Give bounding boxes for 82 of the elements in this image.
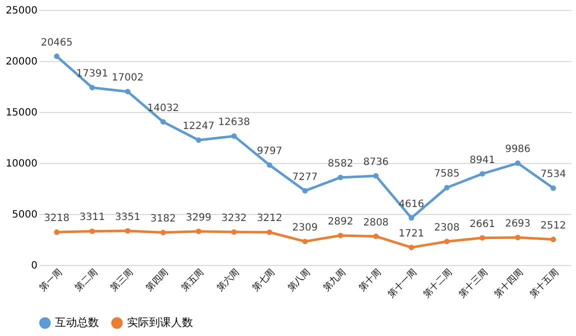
x-tick-label: 第八周 [286,266,313,294]
x-tick-label: 第九周 [321,266,348,294]
x-tick-label: 第三周 [108,266,136,294]
point [373,173,379,179]
point [124,228,130,234]
point [480,171,486,177]
legend-label: 实际到课人数 [127,316,193,329]
data-label: 2661 [470,218,496,230]
point [408,215,414,221]
point [373,234,379,240]
data-label: 3182 [150,214,176,225]
x-tick-label: 第七周 [250,266,278,294]
point [89,228,95,234]
y-tick-label: 0 [31,260,38,272]
point [338,232,344,238]
point [302,188,308,194]
data-label: 2693 [505,218,531,230]
data-label: 17391 [76,68,108,80]
x-tick-label: 第十五周 [528,266,561,300]
data-label: 9797 [256,146,282,158]
point [89,84,95,90]
x-tick-label: 第十四周 [492,266,526,300]
y-tick-label: 25000 [6,6,38,16]
data-label: 3232 [221,213,247,224]
data-label: 7534 [540,169,566,180]
point [196,228,202,234]
point [54,54,60,59]
y-tick-label: 10000 [6,158,38,170]
y-tick-label: 5000 [12,210,38,220]
x-tick-label: 第十一周 [386,266,419,300]
x-tick-label: 第四周 [144,266,171,294]
point [408,244,414,250]
point [338,174,344,180]
y-tick-label: 20000 [6,56,38,68]
x-tick-label: 第一周 [37,266,64,294]
data-label: 2808 [363,217,389,228]
data-label: 3218 [44,213,70,224]
data-label: 17002 [112,72,144,84]
data-label: 9986 [505,144,531,156]
data-label: 8736 [363,156,389,168]
point [480,235,486,241]
point [124,88,130,94]
data-label: 20465 [40,37,73,48]
data-label: 3212 [256,213,282,224]
data-label: 3351 [114,212,140,223]
data-label: 12247 [182,121,215,132]
x-tick-label: 第六周 [214,266,242,294]
point [231,133,237,139]
data-label: 7585 [434,168,460,180]
data-label: 14032 [147,102,180,114]
x-tick-label: 第二周 [72,266,100,294]
point [550,185,556,191]
data-label: 1721 [398,228,424,240]
point [515,160,521,166]
point [196,137,202,143]
y-tick-label: 15000 [6,108,38,118]
legend-label: 互动总数 [55,316,99,329]
point [550,236,556,242]
x-tick-label: 第十周 [356,266,384,294]
data-label: 2308 [434,222,460,234]
data-label: 2512 [540,220,566,232]
point [302,238,308,244]
point [160,230,166,236]
data-label: 12638 [218,117,250,128]
x-tick-label: 第十二周 [421,266,454,300]
data-label: 2892 [328,216,354,228]
point [54,229,60,235]
point [231,229,237,235]
x-tick-label: 第十三周 [456,266,490,300]
data-label: 3311 [79,212,105,224]
data-label: 7277 [292,172,318,183]
data-label: 3299 [186,212,212,224]
x-tick-label: 第五周 [179,266,206,294]
point [515,234,521,240]
point [444,184,450,190]
data-label: 8582 [328,158,354,170]
point [160,119,166,125]
point [444,238,450,244]
point [266,162,272,168]
point [266,230,272,235]
data-label: 8941 [470,154,496,166]
data-label: 2309 [292,222,318,234]
